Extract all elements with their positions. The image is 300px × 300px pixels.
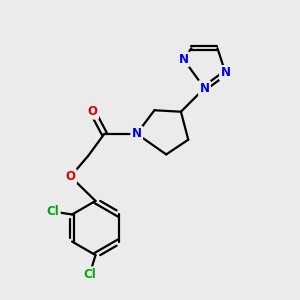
Text: O: O (65, 170, 76, 183)
Text: N: N (200, 82, 209, 95)
Text: N: N (220, 66, 230, 80)
Text: Cl: Cl (46, 205, 59, 218)
Text: O: O (88, 105, 98, 118)
Text: N: N (132, 127, 142, 140)
Text: N: N (178, 53, 188, 66)
Text: Cl: Cl (83, 268, 96, 281)
